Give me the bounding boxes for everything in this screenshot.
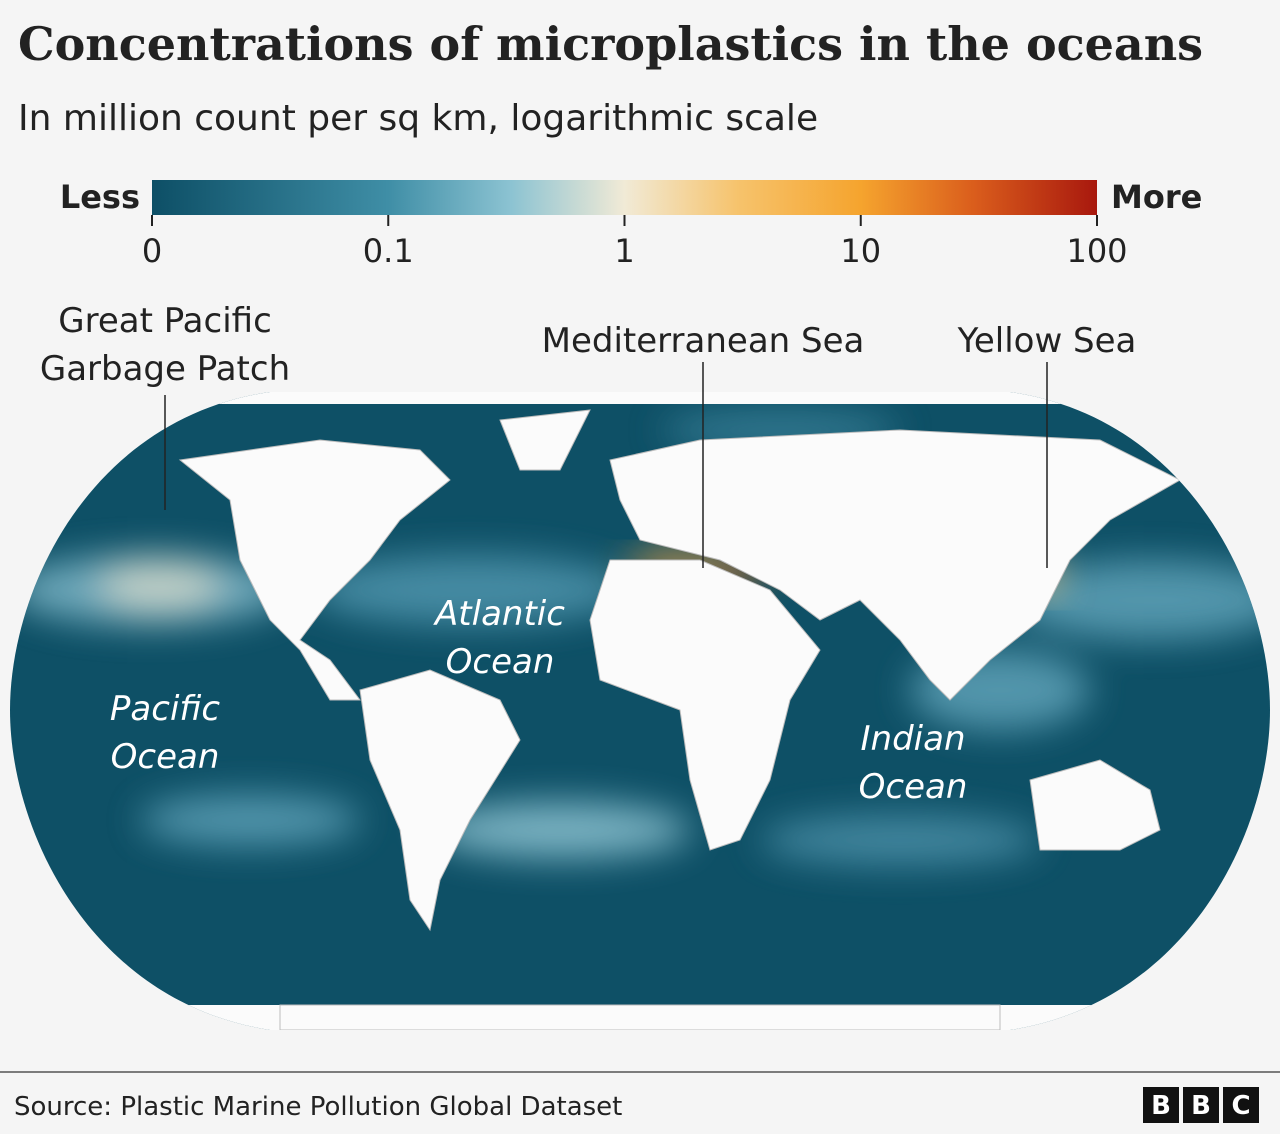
ocean-labels: Atlantic Ocean Pacific Ocean Indian Ocean [110,594,967,807]
logo-letter: B [1151,1091,1171,1121]
logo-box [1143,1087,1179,1123]
tick-label: 0.1 [363,232,414,270]
tick-label: 100 [1066,232,1127,270]
logo-letter: B [1191,1091,1211,1121]
legend-low: Less [60,178,140,216]
color-scale [152,180,1097,215]
logo-box [1223,1087,1259,1123]
logo-box [1183,1087,1219,1123]
annotation: Yellow Sea [957,321,1137,361]
ocean-label: Atlantic [433,594,565,634]
annotation: Mediterranean Sea [542,321,865,361]
ocean-label: Indian [861,719,966,759]
annotation: Great Pacific [58,301,272,341]
tick-label: 1 [614,232,634,270]
subtitle: In million count per sq km, logarithmic … [18,98,818,139]
logo-letter: C [1231,1091,1250,1121]
annotation: Garbage Patch [40,349,290,389]
ocean-label: Ocean [111,737,220,777]
legend-ticks: 0 0.1 1 10 100 [142,215,1128,270]
map [10,392,1270,1030]
ocean-label: Ocean [446,642,555,682]
title: Concentrations of microplastics in the o… [18,17,1203,71]
source: Source: Plastic Marine Pollution Global … [14,1092,622,1122]
tick-label: 10 [840,232,881,270]
ocean-label: Pacific [110,689,220,729]
legend-high: More [1111,178,1202,216]
annotations: Great Pacific Garbage Patch Mediterranean … [40,301,1137,568]
ocean-label: Ocean [859,767,968,807]
tick-label: 0 [142,232,162,270]
